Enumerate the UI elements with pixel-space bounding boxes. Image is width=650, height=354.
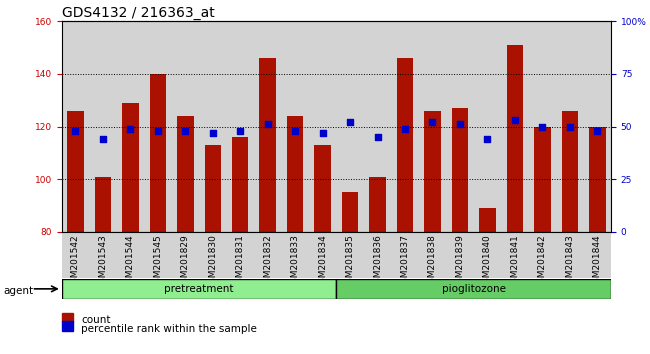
Text: GSM201834: GSM201834 bbox=[318, 234, 327, 289]
Bar bbox=[562, 111, 578, 232]
Text: GSM201835: GSM201835 bbox=[346, 234, 355, 289]
Bar bbox=[122, 103, 138, 232]
Point bbox=[263, 122, 273, 127]
Text: GSM201833: GSM201833 bbox=[291, 234, 300, 289]
Text: GSM201542: GSM201542 bbox=[71, 234, 80, 289]
Text: GSM201844: GSM201844 bbox=[593, 234, 602, 289]
Text: count: count bbox=[81, 315, 110, 325]
Text: GDS4132 / 216363_at: GDS4132 / 216363_at bbox=[62, 6, 214, 20]
Text: GSM201841: GSM201841 bbox=[510, 234, 519, 289]
Point bbox=[455, 122, 465, 127]
Text: percentile rank within the sample: percentile rank within the sample bbox=[81, 324, 257, 333]
Bar bbox=[205, 145, 221, 232]
Bar bbox=[95, 177, 111, 232]
Bar bbox=[150, 74, 166, 232]
Bar bbox=[62, 279, 337, 299]
Point bbox=[592, 128, 603, 133]
Bar bbox=[342, 192, 358, 232]
Bar bbox=[287, 116, 304, 232]
Text: pioglitozone: pioglitozone bbox=[442, 284, 506, 294]
Bar bbox=[396, 58, 413, 232]
Text: GSM201544: GSM201544 bbox=[126, 234, 135, 289]
Point bbox=[372, 134, 383, 140]
Text: GSM201836: GSM201836 bbox=[373, 234, 382, 289]
Text: GSM201838: GSM201838 bbox=[428, 234, 437, 289]
Bar bbox=[479, 208, 496, 232]
Point bbox=[537, 124, 547, 129]
Point bbox=[153, 128, 163, 133]
Bar bbox=[452, 108, 468, 232]
Text: GSM201839: GSM201839 bbox=[456, 234, 465, 289]
Point bbox=[317, 130, 328, 136]
Point bbox=[125, 126, 136, 131]
Point bbox=[70, 128, 81, 133]
Bar bbox=[506, 45, 523, 232]
Point bbox=[235, 128, 246, 133]
Text: GSM201829: GSM201829 bbox=[181, 234, 190, 289]
Text: pretreatment: pretreatment bbox=[164, 284, 234, 294]
Text: GSM201831: GSM201831 bbox=[236, 234, 245, 289]
Point bbox=[290, 128, 300, 133]
Point bbox=[180, 128, 190, 133]
Point bbox=[98, 136, 108, 142]
Bar bbox=[369, 177, 386, 232]
Point bbox=[565, 124, 575, 129]
Bar bbox=[177, 116, 194, 232]
Bar bbox=[67, 111, 84, 232]
Bar bbox=[534, 126, 551, 232]
Bar bbox=[589, 126, 606, 232]
Text: GSM201545: GSM201545 bbox=[153, 234, 162, 289]
Text: agent: agent bbox=[3, 286, 33, 296]
Text: GSM201832: GSM201832 bbox=[263, 234, 272, 289]
Text: GSM201840: GSM201840 bbox=[483, 234, 492, 289]
Bar bbox=[232, 137, 248, 232]
Bar bbox=[424, 111, 441, 232]
Point bbox=[207, 130, 218, 136]
Text: GSM201842: GSM201842 bbox=[538, 234, 547, 289]
Point bbox=[510, 118, 520, 123]
Text: GSM201837: GSM201837 bbox=[400, 234, 410, 289]
Text: GSM201543: GSM201543 bbox=[98, 234, 107, 289]
Point bbox=[482, 136, 493, 142]
Bar bbox=[259, 58, 276, 232]
Point bbox=[345, 120, 356, 125]
Text: GSM201830: GSM201830 bbox=[208, 234, 217, 289]
Point bbox=[427, 120, 437, 125]
Bar bbox=[315, 145, 331, 232]
Bar bbox=[337, 279, 611, 299]
Text: GSM201843: GSM201843 bbox=[566, 234, 575, 289]
Point bbox=[400, 126, 410, 131]
